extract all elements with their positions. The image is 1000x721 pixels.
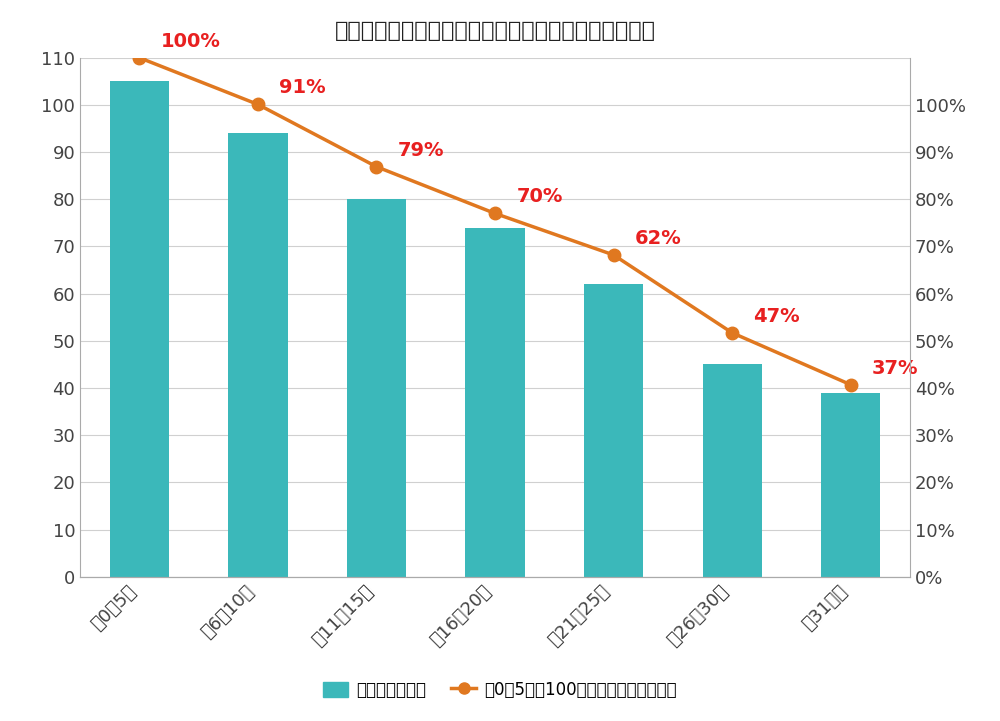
Text: 47%: 47% bbox=[753, 306, 800, 326]
Bar bbox=[584, 284, 643, 577]
Bar bbox=[347, 199, 406, 577]
Bar bbox=[702, 364, 762, 577]
Text: 100%: 100% bbox=[161, 32, 221, 50]
Legend: ㎡単価（万円）, 築0～5年を100とした場合の資産価値: ㎡単価（万円）, 築0～5年を100とした場合の資産価値 bbox=[316, 674, 684, 705]
Bar bbox=[110, 81, 169, 577]
Title: 首都圏における中古マンションの築年帯別平均㎡単価: 首都圏における中古マンションの築年帯別平均㎡単価 bbox=[334, 21, 656, 41]
Bar bbox=[821, 393, 880, 577]
Bar bbox=[465, 228, 525, 577]
Text: 91%: 91% bbox=[279, 79, 326, 97]
Bar bbox=[228, 133, 288, 577]
Text: 70%: 70% bbox=[516, 187, 563, 206]
Text: 79%: 79% bbox=[398, 141, 444, 159]
Text: 62%: 62% bbox=[635, 229, 682, 248]
Text: 37%: 37% bbox=[872, 358, 919, 378]
